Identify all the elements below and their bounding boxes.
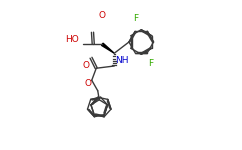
Text: F: F [133,14,139,23]
Polygon shape [101,43,114,53]
Text: O: O [84,79,91,88]
Text: HO: HO [65,35,79,44]
Text: F: F [148,59,153,68]
Text: O: O [82,61,89,70]
Text: O: O [99,11,106,20]
Text: NH: NH [115,56,129,65]
